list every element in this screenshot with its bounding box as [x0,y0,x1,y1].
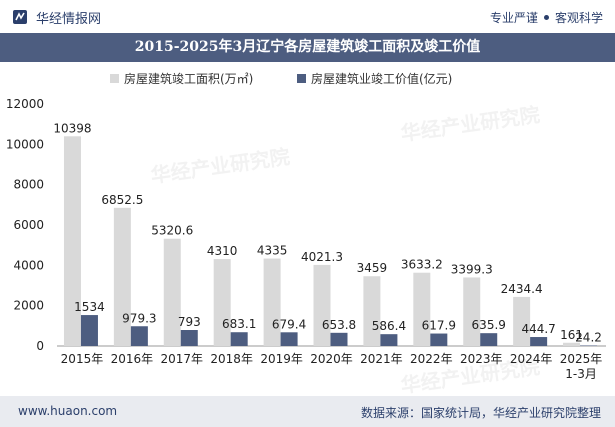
data-label: 979.3 [122,311,156,325]
data-label: 683.1 [222,317,256,331]
data-label: 4310 [207,244,238,258]
bar-area [113,207,131,346]
data-label: 4021.3 [301,250,343,264]
x-tick-line: 2016年 [111,352,154,366]
footer-url[interactable]: www.huaon.com [18,404,118,418]
x-tick-line: 2015年 [61,352,104,366]
bar-value [180,330,198,346]
x-tick-label: 2025年 1-3月 [560,352,603,381]
bar-value [130,326,148,346]
x-tick-line: 2024年 [510,352,553,366]
data-label: 793 [178,315,201,329]
data-label: 3459 [357,261,388,275]
dot-separator-icon [543,15,549,20]
top-bar: 华经情报网 专业严谨 客观科学 [0,0,615,34]
data-label: 24.2 [575,331,602,345]
bar-value [330,332,348,346]
data-label: 1534 [74,300,105,314]
data-label: 5320.6 [151,224,193,238]
x-tick-label: 2020年 [310,352,353,366]
y-tick-label: 10000 [6,137,44,151]
bar-area [213,259,231,346]
bar-value [230,332,248,346]
bar-area [463,277,481,346]
bar-value [430,333,448,346]
data-label: 635.9 [472,318,506,332]
bar-area [413,272,431,346]
data-label: 679.4 [272,317,306,331]
brand-logo-icon [13,10,27,24]
y-tick-label: 6000 [13,218,44,232]
x-tick-line: 2019年 [260,352,303,366]
x-tick-line: 2021年 [360,352,403,366]
x-tick-line: 2017年 [160,352,203,366]
x-tick-line: 2023年 [460,352,503,366]
x-tick-label: 2022年 [410,352,453,366]
x-tick-line: 2018年 [210,352,253,366]
data-label: 4335 [257,244,288,258]
bar-value [280,332,298,346]
tag-objective: 客观科学 [554,11,603,25]
x-tick-label: 2021年 [360,352,403,366]
bar-area [263,258,281,346]
bar-value [80,315,98,346]
chart-title: 2015-2025年3月辽宁各房屋建筑竣工面积及竣工价值 [134,39,481,55]
data-label: 6852.5 [101,193,143,207]
y-tick-label: 12000 [6,97,44,111]
title-bar: 2015-2025年3月辽宁各房屋建筑竣工面积及竣工价值 [0,33,615,62]
data-label: 10398 [53,121,91,135]
bar-area [363,276,381,346]
y-tick-label: 2000 [13,299,44,313]
chart: 房屋建筑竣工面积(万㎡) 房屋建筑业竣工价值(亿元) 0 2000 4000 6000 80… [6,71,606,381]
legend-label: 房屋建筑业竣工价值(亿元) [311,71,452,86]
legend-swatch [110,74,119,83]
data-label: 444.7 [521,322,555,336]
x-tick-line: 2022年 [410,352,453,366]
header-tags: 专业严谨 客观科学 [490,9,603,26]
brand-name: 华经情报网 [36,12,102,27]
x-tick-line: 2025年 [560,352,603,366]
footer: www.huaon.com 数据来源：国家统计局，华经产业研究院整理 [0,396,615,427]
data-label: 3399.3 [451,262,493,276]
bar-area [63,136,81,346]
bar-area [513,296,531,346]
legend-swatch [297,74,306,83]
data-label: 586.4 [372,319,406,333]
legend-label: 房屋建筑竣工面积(万㎡) [124,71,253,86]
y-tick-label: 8000 [13,178,44,192]
bar-area [313,264,331,346]
x-tick-label: 2015年 [61,352,104,366]
x-tick-label: 2017年 [160,352,203,366]
data-label: 161 [560,328,583,342]
data-label: 653.8 [322,318,356,332]
data-label: 617.9 [422,319,456,333]
bar-area [563,342,581,346]
y-tick-label: 4000 [13,258,44,272]
x-tick-label: 2023年 [460,352,503,366]
x-tick-line: 1-3月 [565,367,597,381]
x-tick-line: 2020年 [310,352,353,366]
x-tick-label: 2016年 [111,352,154,366]
bar-area [163,238,181,346]
x-tick-label: 2019年 [260,352,303,366]
x-tick-label: 2024年 [510,352,553,366]
data-label: 2434.4 [501,282,543,296]
tag-rigorous: 专业严谨 [489,11,538,25]
y-tick-label: 0 [36,339,44,353]
bar-value [380,334,398,346]
bar-value [530,337,548,346]
bar-value [480,333,498,346]
data-label: 3633.2 [401,258,443,272]
footer-source: 数据来源：国家统计局，华经产业研究院整理 [360,406,601,420]
x-tick-label: 2018年 [210,352,253,366]
